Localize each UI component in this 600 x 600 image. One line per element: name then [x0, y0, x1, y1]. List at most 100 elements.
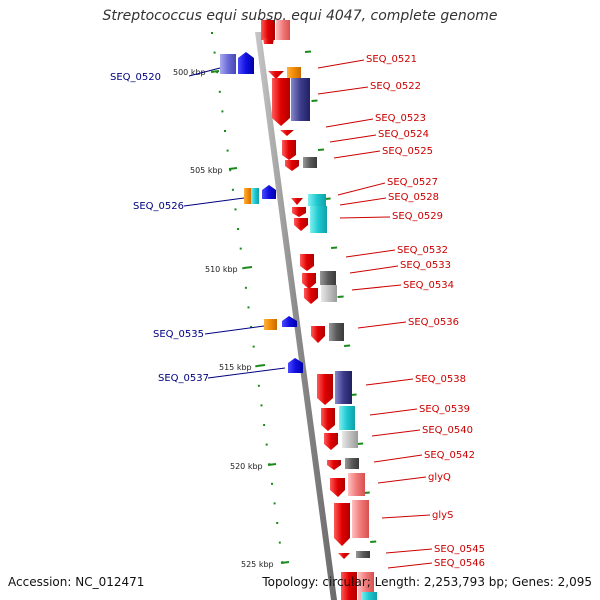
gene-glyS[interactable] — [334, 503, 350, 546]
gene-seq-0540b[interactable] — [342, 431, 358, 448]
scale-dot — [242, 267, 245, 270]
gene-label-seq-0536[interactable]: SEQ_0536 — [408, 317, 459, 328]
gene-label-seq-0523[interactable]: SEQ_0523 — [375, 113, 426, 124]
gene-seq-0536[interactable] — [311, 326, 325, 343]
gene-label-seq-0526[interactable]: SEQ_0526 — [133, 201, 184, 212]
gene-seq-0533[interactable] — [302, 273, 316, 289]
gene-seq-0523[interactable] — [280, 130, 294, 136]
gene-label-seq-0532[interactable]: SEQ_0532 — [397, 245, 448, 256]
gene-seq-0528a[interactable] — [292, 207, 306, 217]
gene-seq-0533b[interactable] — [320, 271, 336, 285]
scale-dash — [337, 295, 344, 298]
gene-label-seq-0538[interactable]: SEQ_0538 — [415, 374, 466, 385]
scale-dot — [260, 404, 263, 407]
kbp-label-510: 510 kbp — [205, 265, 238, 274]
gene-seq-0539[interactable] — [321, 408, 335, 431]
scale-dot — [218, 90, 221, 93]
gene-seq-0535[interactable] — [282, 316, 297, 327]
gene-seq-0532[interactable] — [300, 254, 314, 271]
scale-dot — [252, 345, 255, 348]
kbp-label-500: 500 kbp — [173, 68, 206, 77]
gene-glyQ[interactable] — [330, 478, 345, 497]
gene-seq-0520a[interactable] — [220, 54, 236, 74]
gene-seq-0535a[interactable] — [264, 319, 277, 330]
gene-label-seq-0546[interactable]: SEQ_0546 — [434, 558, 485, 569]
gene-seq-0525[interactable] — [285, 160, 299, 171]
gene-track-top[interactable] — [261, 20, 290, 44]
gene-label-seq-0525[interactable]: SEQ_0525 — [382, 146, 433, 157]
scale-dot — [231, 188, 234, 191]
gene-seq-0529a[interactable] — [294, 218, 308, 231]
gene-label-seq-0534[interactable]: SEQ_0534 — [403, 280, 454, 291]
gene-seq-0545[interactable] — [338, 553, 350, 559]
scale-dot — [273, 502, 276, 505]
gene-seq-0537[interactable] — [288, 358, 303, 373]
gene-seq-0522[interactable] — [272, 78, 290, 126]
reverse-strand-genes[interactable] — [220, 52, 303, 373]
gene-seq-0542b[interactable] — [345, 458, 359, 469]
gene-glySb[interactable] — [352, 500, 369, 538]
gene-label-seq-0542[interactable]: SEQ_0542 — [424, 450, 475, 461]
gene-seq-0527[interactable] — [291, 198, 303, 205]
gene-label-glyQ[interactable]: glyQ — [428, 472, 451, 483]
scale-dot — [221, 110, 224, 113]
accession-text: Accession: NC_012471 — [8, 575, 145, 589]
gene-seq-0524[interactable] — [282, 140, 296, 160]
gene-seq-0521b[interactable] — [287, 67, 301, 78]
kbp-label-525: 525 kbp — [241, 560, 274, 569]
scale-dot — [255, 365, 258, 368]
gene-seq-0534[interactable] — [304, 288, 318, 304]
kbp-scale: 500 kbp 505 kbp 510 kbp 515 kbp 520 kbp … — [173, 68, 290, 569]
gene-label-seq-0537[interactable]: SEQ_0537 — [158, 373, 209, 384]
scale-dot — [276, 522, 279, 524]
gene-seq-0521[interactable] — [268, 71, 284, 79]
scale-dot — [229, 169, 232, 172]
map-title: Streptococcus equi subsp. equi 4047, com… — [102, 8, 498, 24]
gene-bottom-cyan[interactable] — [361, 592, 377, 600]
gene-seq-0520[interactable] — [238, 52, 254, 74]
gene-seq-0534b[interactable] — [321, 285, 337, 302]
forward-strand-labels[interactable]: SEQ_0521 SEQ_0522 SEQ_0523 SEQ_0524 SEQ_… — [366, 54, 485, 569]
gene-seq-0538b[interactable] — [335, 371, 352, 404]
gene-label-seq-0529[interactable]: SEQ_0529 — [392, 211, 443, 222]
gene-seq-0542[interactable] — [327, 460, 341, 470]
gene-seq-0539b[interactable] — [339, 406, 355, 430]
gene-seq-0546[interactable] — [341, 572, 357, 600]
scale-dot — [237, 228, 240, 230]
gene-seq-0526b[interactable] — [251, 188, 259, 204]
gene-label-seq-0545[interactable]: SEQ_0545 — [434, 544, 485, 555]
scale-dot — [239, 247, 242, 250]
gene-seq-0538[interactable] — [317, 374, 333, 405]
gene-seq-0545b[interactable] — [356, 551, 370, 558]
gene-label-seq-0521[interactable]: SEQ_0521 — [366, 54, 417, 65]
gene-label-seq-0527[interactable]: SEQ_0527 — [387, 177, 438, 188]
gene-seq-0536b[interactable] — [329, 323, 344, 341]
forward-strand-genes[interactable] — [268, 67, 377, 600]
kbp-label-515: 515 kbp — [219, 363, 252, 372]
scale-dash — [331, 246, 338, 249]
gene-label-seq-0535[interactable]: SEQ_0535 — [153, 329, 204, 340]
gene-label-glyS[interactable]: glyS — [432, 510, 453, 521]
scale-dot — [250, 326, 253, 328]
gene-label-seq-0539[interactable]: SEQ_0539 — [419, 404, 470, 415]
gene-glyQb[interactable] — [348, 473, 365, 496]
gene-seq-0528[interactable] — [308, 194, 326, 206]
gene-seq-0526a[interactable] — [244, 188, 252, 204]
genome-summary-text: Topology: circular; Length: 2,253,793 bp… — [262, 575, 592, 589]
gene-label-seq-0524[interactable]: SEQ_0524 — [378, 129, 429, 140]
gene-label-seq-0528[interactable]: SEQ_0528 — [388, 192, 439, 203]
gene-label-seq-0522[interactable]: SEQ_0522 — [370, 81, 421, 92]
gene-label-seq-0533[interactable]: SEQ_0533 — [400, 260, 451, 271]
gene-label-seq-0520[interactable]: SEQ_0520 — [110, 72, 161, 83]
gene-seq-0525b[interactable] — [303, 157, 317, 168]
label-connectors — [183, 59, 433, 569]
gene-seq-0540[interactable] — [324, 433, 338, 450]
gene-seq-0526[interactable] — [262, 185, 276, 199]
reverse-strand-labels[interactable]: SEQ_0520 SEQ_0526 SEQ_0535 SEQ_0537 — [110, 72, 209, 384]
scale-dot — [211, 32, 213, 34]
gene-label-seq-0540[interactable]: SEQ_0540 — [422, 425, 473, 436]
gene-seq-0529[interactable] — [310, 206, 327, 233]
gene-seq-0522b[interactable] — [291, 78, 310, 121]
